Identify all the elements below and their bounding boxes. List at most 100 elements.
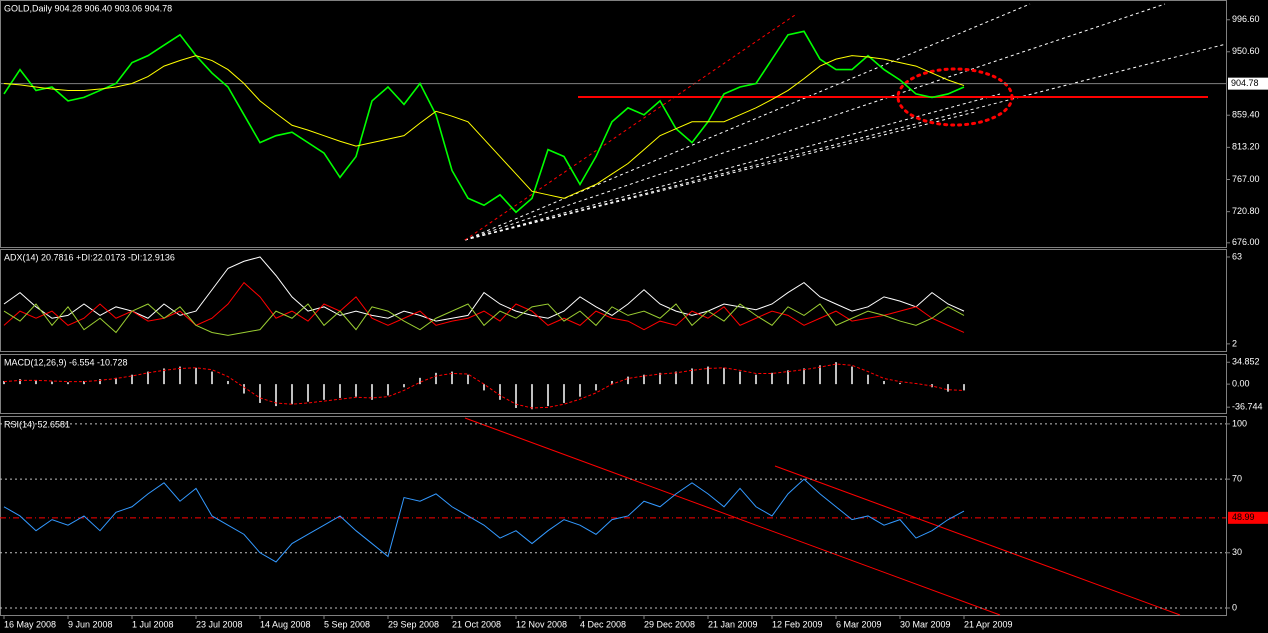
histogram-bar [659, 372, 661, 385]
panel-frame [0, 416, 1227, 616]
y-tick-label: 0 [1232, 602, 1237, 612]
histogram-bar [35, 380, 37, 385]
histogram-bar [3, 380, 5, 385]
histogram-bar [275, 384, 277, 407]
histogram-bar [563, 384, 565, 403]
histogram-bar [211, 371, 213, 385]
y-tick-label: 0.00 [1232, 379, 1250, 389]
histogram-bar [163, 368, 165, 385]
series-line [3, 30, 965, 214]
x-tick-label: 6 Mar 2009 [836, 619, 882, 629]
histogram-bar [227, 380, 229, 385]
series-line [3, 478, 965, 563]
y-tick-label: 30 [1232, 547, 1242, 557]
x-tick-label: 16 May 2008 [4, 619, 56, 629]
histogram-bar [307, 384, 309, 402]
histogram-bar [867, 374, 869, 385]
series-line [3, 303, 965, 336]
y-tick-label: 813.20 [1232, 142, 1260, 152]
x-tick-label: 23 Jul 2008 [196, 619, 243, 629]
x-tick-label: 12 Nov 2008 [516, 619, 567, 629]
x-tick-label: 12 Feb 2009 [772, 619, 823, 629]
panel-title: ADX(14) 20.7816 +DI:22.0173 -DI:12.9136 [4, 252, 175, 262]
histogram-bar [467, 374, 469, 385]
histogram-bar [419, 377, 421, 385]
highlight-ellipse [896, 67, 1014, 127]
x-tick-label: 14 Aug 2008 [260, 619, 311, 629]
x-tick-label: 29 Dec 2008 [644, 619, 695, 629]
histogram-bar [947, 384, 949, 392]
histogram-bar [243, 384, 245, 394]
histogram-bar [675, 371, 677, 385]
histogram-bar [147, 371, 149, 385]
x-tick-label: 21 Apr 2009 [964, 619, 1013, 629]
histogram-bar [755, 374, 757, 385]
histogram-bar [835, 362, 837, 385]
x-tick-label: 9 Jun 2008 [68, 619, 113, 629]
histogram-bar [387, 384, 389, 396]
histogram-bar [547, 384, 549, 407]
histogram-bar [515, 384, 517, 408]
y-tick-label: 950.60 [1232, 46, 1260, 56]
y-tick-label: 34.852 [1232, 357, 1260, 367]
histogram-bar [499, 384, 501, 400]
panel-title: GOLD,Daily 904.28 906.40 903.06 904.78 [4, 3, 172, 13]
histogram-bar [611, 380, 613, 385]
histogram-bar [899, 382, 901, 385]
histogram-bar [371, 384, 373, 400]
histogram-bar [67, 382, 69, 385]
last-price-box [1228, 77, 1268, 90]
histogram-bar [403, 384, 405, 388]
channel-line [774, 465, 1181, 616]
series-line [3, 256, 965, 322]
histogram-bar [803, 368, 805, 385]
histogram-bar [739, 371, 741, 385]
histogram-bar [691, 368, 693, 385]
panel-frame [0, 249, 1227, 352]
histogram-bar [963, 384, 965, 391]
histogram-bar [435, 372, 437, 385]
fan-line [464, 43, 1227, 241]
histogram-bar [291, 384, 293, 405]
histogram-bar [723, 367, 725, 385]
histogram-bar [339, 384, 341, 398]
x-tick-label: 4 Dec 2008 [580, 619, 626, 629]
y-tick-label: 767.00 [1232, 174, 1260, 184]
y-tick-label: 63 [1232, 251, 1242, 261]
histogram-bar [595, 384, 597, 391]
histogram-bar [883, 380, 885, 385]
histogram-bar [19, 379, 21, 385]
histogram-bar [819, 365, 821, 385]
histogram-bar [51, 381, 53, 385]
series-line [3, 55, 965, 199]
y-tick-label: 859.40 [1232, 110, 1260, 120]
y-tick-label: 676.00 [1232, 237, 1260, 247]
histogram-bar [851, 366, 853, 385]
histogram-bar [451, 371, 453, 385]
histogram-bar [99, 379, 101, 385]
fan-line [464, 3, 1031, 241]
histogram-bar [707, 366, 709, 385]
y-tick-label: 996.60 [1232, 14, 1260, 24]
histogram-bar [131, 374, 133, 385]
y-tick-label: 100 [1232, 418, 1247, 428]
x-tick-label: 30 Mar 2009 [900, 619, 951, 629]
fan-line [464, 93, 1001, 241]
histogram-bar [643, 374, 645, 385]
level-label: 48.99 [1232, 512, 1255, 522]
panel-frame [0, 0, 1227, 248]
histogram-bar [787, 370, 789, 385]
panel-title: RSI(14) 52.6581 [4, 419, 70, 429]
histogram-bar [195, 367, 197, 385]
histogram-bar [531, 384, 533, 410]
x-tick-label: 21 Oct 2008 [452, 619, 501, 629]
fan-line [464, 111, 976, 241]
level-box [1228, 511, 1268, 524]
y-tick-label: 2 [1232, 338, 1237, 348]
histogram-bar [115, 377, 117, 385]
histogram-bar [83, 380, 85, 385]
histogram-bar [323, 384, 325, 400]
